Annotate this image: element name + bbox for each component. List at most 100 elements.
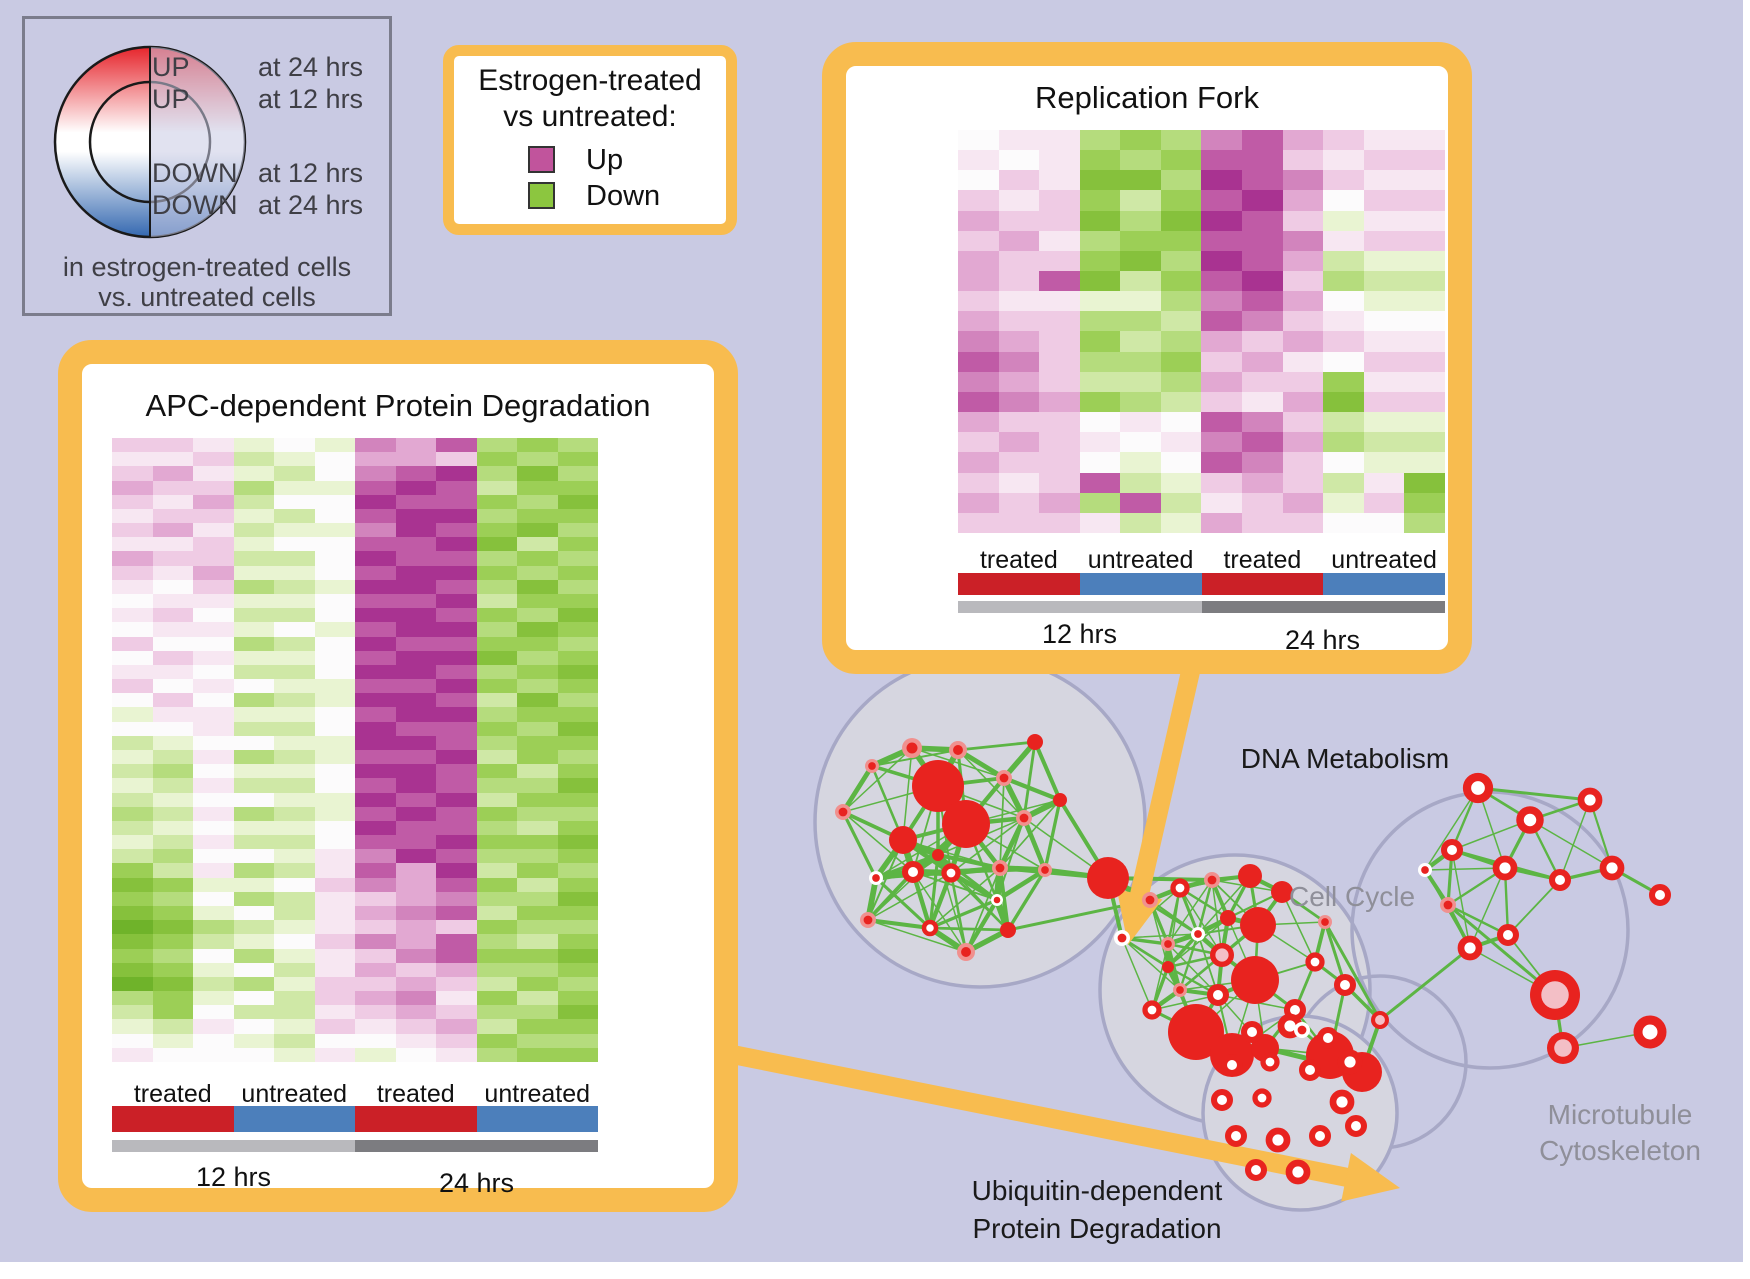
heatmap-cell	[1160, 190, 1202, 211]
heatmap-cell	[1039, 492, 1080, 513]
heatmap-cell	[1323, 190, 1364, 211]
network-edge	[1196, 878, 1214, 936]
heatmap-cell	[152, 905, 193, 921]
heatmap-cell	[193, 948, 234, 963]
heatmap-cell	[112, 438, 153, 453]
apc-group-4: untreated	[484, 1080, 591, 1108]
heatmap-cell	[395, 948, 436, 963]
heatmap-cell	[152, 962, 193, 977]
network-node-ring	[1225, 1125, 1247, 1147]
heatmap-cell	[1323, 512, 1364, 533]
heatmap-cell	[1079, 210, 1121, 231]
heatmap-cell	[958, 412, 999, 433]
apc-24hrs-label: 24 hrs	[438, 1168, 515, 1198]
heatmap-cell	[314, 622, 355, 637]
heatmap-cell	[1363, 512, 1405, 533]
heatmap-cell	[314, 523, 355, 538]
heatmap-cell	[476, 593, 517, 609]
heatmap-cell	[1404, 190, 1445, 211]
heatmap-cell	[557, 778, 598, 793]
heatmap-cell	[476, 849, 517, 864]
heatmap-cell	[436, 991, 477, 1006]
heatmap-cell	[314, 863, 355, 878]
heatmap-cell	[1282, 412, 1324, 433]
heatmap-cell	[314, 679, 355, 694]
condition-bar-untreated	[1323, 573, 1445, 595]
heatmap-cell	[958, 271, 999, 292]
heatmap-cell	[355, 1005, 396, 1020]
heatmap-cell	[517, 608, 558, 623]
heatmap-cell	[958, 432, 999, 453]
heatmap-cell	[1201, 291, 1243, 312]
network-node-ring	[1549, 869, 1571, 891]
network-edge	[1197, 875, 1251, 935]
heatmap-cell	[998, 351, 1040, 372]
heatmap-cell	[233, 523, 274, 538]
heatmap-cell	[436, 1033, 477, 1048]
heatmap-cell	[1039, 512, 1080, 533]
heatmap-cell	[1363, 371, 1405, 392]
heatmap-cell	[517, 991, 558, 1006]
down-label: Down	[586, 180, 661, 212]
heatmap-cell	[274, 835, 315, 850]
network-node-pinkring-core	[995, 863, 1005, 873]
condition-bar-treated	[355, 1106, 477, 1132]
heatmap-cell	[193, 664, 234, 680]
heatmap-cell	[436, 735, 477, 750]
network-node-whitering-core	[872, 874, 880, 882]
heatmap-cell	[557, 608, 598, 623]
arrow-head	[1341, 1152, 1400, 1202]
heatmap-cell	[557, 551, 598, 566]
heatmap-cell	[152, 948, 193, 963]
heatmap-cell	[1160, 291, 1202, 312]
heatmap-cell	[274, 863, 315, 878]
heatmap-cell	[112, 877, 153, 892]
heatmap-cell	[436, 494, 477, 509]
heatmap-cell	[476, 1047, 517, 1062]
heatmap-cell	[274, 1019, 315, 1034]
heatmap-cell	[233, 466, 274, 481]
heatmap-cell	[436, 480, 477, 495]
heatmap-cell	[1404, 432, 1445, 453]
heatmap-cell	[517, 693, 558, 708]
heatmap-cell	[355, 1033, 396, 1048]
heatmap-cell	[517, 792, 558, 807]
network-edge	[842, 811, 939, 856]
network-node-pinkring-core	[953, 745, 963, 755]
heatmap-cell	[1120, 452, 1161, 473]
apc-group-labels: treated untreated treated untreated	[112, 1080, 598, 1109]
heatmap-cell	[355, 551, 396, 566]
heatmap-cell	[395, 905, 436, 921]
heatmap-cell	[1323, 492, 1364, 513]
heatmap-cell	[395, 508, 436, 524]
heatmap-cell	[233, 735, 274, 750]
network-edge	[935, 852, 1003, 871]
heatmap-cell	[1160, 311, 1202, 332]
heatmap-cell	[274, 991, 315, 1006]
heatmap-cell	[193, 523, 234, 538]
heatmap-cell	[152, 920, 193, 935]
network-node-pinkring-core	[1145, 895, 1155, 905]
heatmap-cell	[152, 749, 193, 765]
heatmap-cell	[314, 806, 355, 821]
heatmap-cell	[1242, 512, 1283, 533]
heatmap-cell	[112, 707, 153, 722]
heatmap-cell	[1404, 412, 1445, 433]
network-edge	[1529, 819, 1613, 869]
down-24-label: DOWN	[152, 190, 238, 220]
heatmap-cell	[1242, 351, 1283, 372]
rf-group-4: untreated	[1331, 546, 1437, 574]
heatmap-cell	[476, 438, 517, 453]
heatmap-cell	[1079, 472, 1121, 493]
network-node-solid	[1220, 910, 1236, 926]
heatmap-cell	[193, 749, 234, 765]
heatmap-cell	[557, 835, 598, 850]
heatmap-cell	[1039, 210, 1080, 231]
down-swatch	[528, 182, 555, 209]
network-node-solid	[912, 760, 964, 812]
heatmap-cell	[233, 849, 274, 864]
heatmap-cell	[1363, 210, 1405, 231]
heatmap-cell	[152, 806, 193, 821]
heatmap-cell	[1242, 291, 1283, 312]
heatmap-cell	[152, 1047, 193, 1062]
